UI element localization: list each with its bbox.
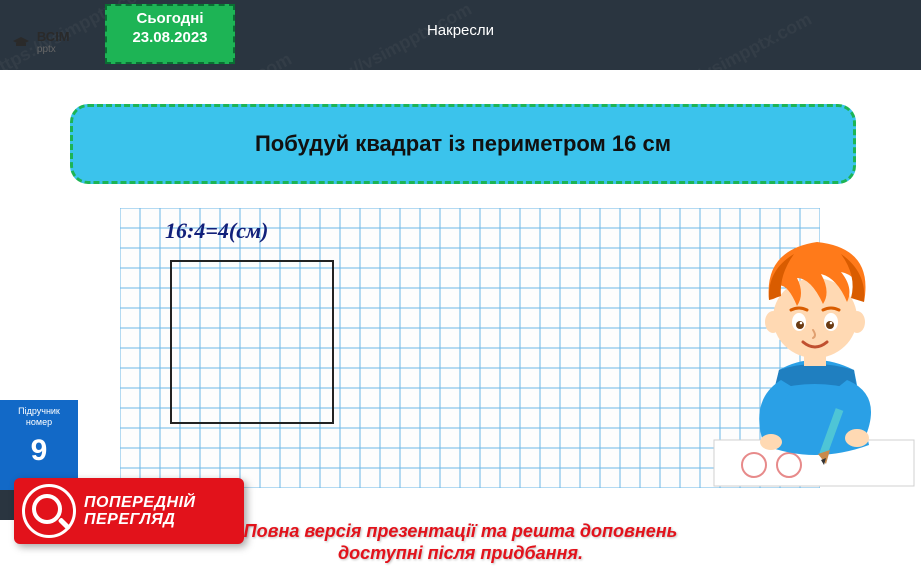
task-text: Побудуй квадрат із периметром 16 см [255,131,671,157]
formula-text: 16:4=4(см) [165,218,268,244]
drawn-square [170,260,334,424]
task-banner: Побудуй квадрат із периметром 16 см [70,104,856,184]
textbook-label-1: Підручник [0,406,78,417]
footer-line-2: доступні після придбання. [338,543,583,563]
slide-title: Накресли [0,22,921,39]
boy-illustration [709,230,919,490]
textbook-label-2: номер [0,417,78,428]
slide-content: Побудуй квадрат із периметром 16 см 16:4… [0,70,921,518]
textbook-ref: Підручник номер 9 [0,400,78,490]
textbook-number: 9 [0,434,78,468]
footer-line-1: Повна версія презентації та решта доповн… [244,521,678,541]
footer-note: Повна версія презентації та решта доповн… [0,514,921,570]
